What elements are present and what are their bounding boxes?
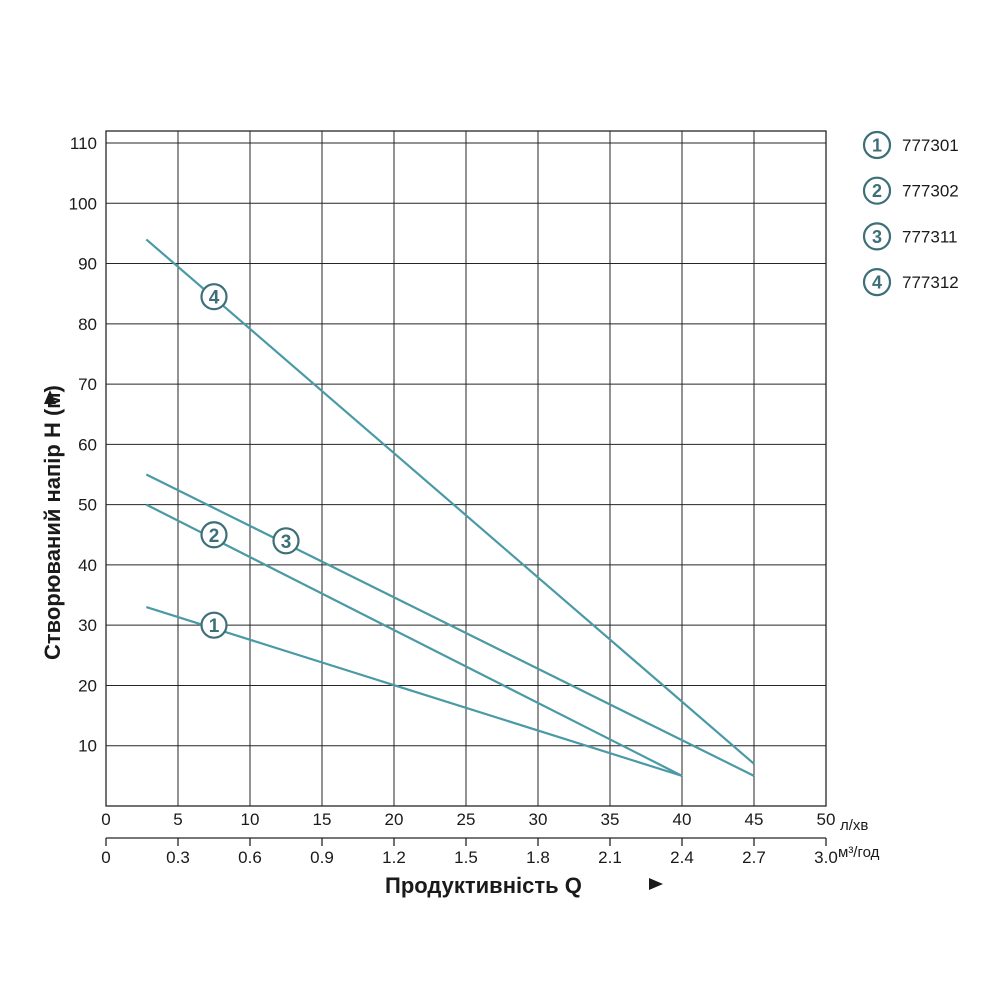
chart-legend: 1 777301 2 777302 3 777311 4 777312 [862, 130, 959, 297]
x-tick-label-m3h: 2.7 [742, 848, 766, 867]
legend-marker-777301 [862, 130, 892, 160]
x-tick-label-lpm: 20 [385, 810, 404, 829]
curve-marker-label-777302: 2 [209, 526, 220, 547]
y-tick-label: 60 [78, 435, 97, 454]
x-tick-label-m3h: 2.1 [598, 848, 622, 867]
y-tick-label: 20 [78, 676, 97, 695]
legend-marker-777302 [862, 176, 892, 205]
x-unit-secondary: м³/год [838, 844, 880, 861]
x-axis-title: Продуктивність Q [385, 873, 582, 898]
curve-line-777312 [145, 238, 755, 765]
x-tick-label-m3h: 3.0 [814, 848, 838, 867]
x-tick-label-lpm: 40 [673, 810, 692, 829]
y-tick-label: 110 [70, 134, 97, 153]
legend-entry-name: 777311 [902, 227, 957, 246]
x-unit-primary: л/хв [840, 817, 868, 834]
y-tick-label: 80 [78, 315, 97, 334]
y-axis-title: Створюваний напір H (м) [40, 385, 65, 660]
x-tick-label-m3h: 1.5 [454, 848, 478, 867]
x-tick-label-m3h: 2.4 [670, 848, 694, 867]
legend-marker-label: 4 [872, 273, 882, 293]
curve-marker-777301 [200, 611, 228, 639]
curve-marker-label-777301: 1 [209, 616, 220, 637]
x-tick-label-m3h: 1.2 [382, 848, 406, 867]
x-tick-label-m3h: 0.6 [238, 848, 262, 867]
legend-entry-name: 777302 [902, 182, 959, 201]
y-tick-label: 50 [78, 496, 97, 515]
legend-entry-name: 777312 [902, 273, 959, 292]
x-axis-arrow-icon [649, 878, 663, 890]
x-tick-label-lpm: 50 [817, 810, 836, 829]
performance-curves: 1 2 3 4 [145, 238, 755, 777]
y-axis-ticks: 10 20 30 40 50 60 70 80 90 100 110 [69, 134, 97, 756]
x-tick-label-lpm: 0 [101, 810, 110, 829]
y-axis-arrow-icon [44, 390, 56, 404]
x-tick-label-lpm: 30 [529, 810, 548, 829]
curve-marker-777311 [272, 527, 300, 555]
curve-marker-777302 [200, 521, 228, 549]
curve-marker-label-777311: 3 [281, 532, 292, 553]
curve-marker-777312 [200, 283, 228, 311]
curve-marker-label-777312: 4 [209, 288, 220, 309]
legend-marker-label: 3 [872, 227, 882, 247]
y-tick-label: 100 [69, 194, 97, 213]
x-tick-label-lpm: 10 [241, 810, 260, 829]
curve-line-777311 [145, 473, 755, 777]
x-tick-label-m3h: 1.8 [526, 848, 550, 867]
y-tick-label: 40 [78, 556, 97, 575]
x-tick-label-lpm: 15 [313, 810, 332, 829]
x-tick-label-m3h: 0.9 [310, 848, 334, 867]
x-tick-label-m3h: 0 [101, 848, 110, 867]
chart-grid [105, 130, 827, 807]
legend-marker-label: 1 [872, 136, 882, 156]
y-tick-label: 70 [78, 375, 97, 394]
y-tick-label: 10 [78, 737, 97, 756]
x-tick-label-lpm: 35 [601, 810, 620, 829]
x-tick-label-m3h: 0.3 [166, 848, 190, 867]
curve-line-777301 [145, 606, 683, 777]
y-tick-label: 90 [78, 255, 97, 274]
legend-marker-777312 [862, 268, 892, 297]
x-tick-label-lpm: 25 [457, 810, 476, 829]
legend-marker-label: 2 [872, 181, 882, 201]
curve-line-777302 [145, 503, 683, 777]
y-tick-label: 30 [78, 616, 97, 635]
x-tick-label-lpm: 5 [173, 810, 182, 829]
legend-marker-777311 [862, 222, 892, 251]
x-axis-ticks-m3h: 0 0.3 0.6 0.9 1.2 1.5 1.8 2.1 2.4 2.7 3.0 [101, 837, 838, 867]
x-tick-label-lpm: 45 [745, 810, 764, 829]
x-axis-ticks-lpm: 0 5 10 15 20 25 30 35 40 45 50 [101, 810, 835, 829]
legend-entry-name: 777301 [902, 136, 959, 155]
